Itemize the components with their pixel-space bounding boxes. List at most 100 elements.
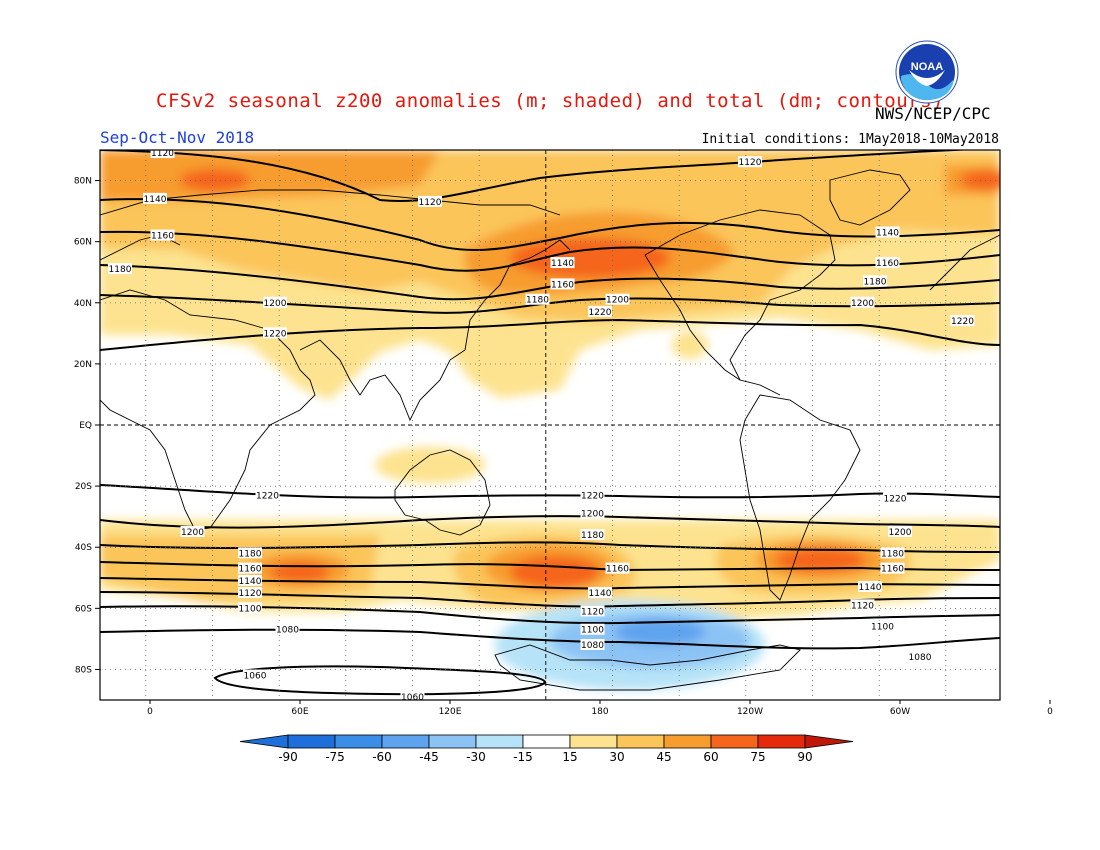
contour-label-bg <box>418 195 442 207</box>
contour-label-text: 1160 <box>551 280 574 290</box>
colorbar-label: 75 <box>750 750 765 764</box>
lat-tick-label: EQ <box>79 421 92 431</box>
contour-label: 1140 <box>588 587 612 599</box>
anomaly-shading: 1120 1140 1160 1180 1200 1220 1120 1140 1160 1180… <box>100 149 1000 703</box>
contour-label-bg <box>858 580 882 592</box>
contour-label: 1120 <box>850 599 875 611</box>
contour-label: 1220 <box>263 327 287 339</box>
contour-label-text: 1100 <box>581 626 604 636</box>
nh-anomaly-60c <box>960 170 1000 190</box>
contour-label-text: 1200 <box>851 299 874 309</box>
contour-label-bg <box>738 156 762 168</box>
contour-label-text: 1160 <box>239 565 262 575</box>
contour-label-bg <box>580 507 605 519</box>
contour-label-bg <box>580 489 605 501</box>
lon-tick-label: 60E <box>291 707 308 717</box>
contour-label: 1220 <box>883 492 907 504</box>
contour-nh-1120 <box>100 150 974 202</box>
contour-label-text: 1120 <box>239 589 262 599</box>
contour-label-text: 1120 <box>151 149 174 159</box>
contour-label-bg <box>243 669 267 681</box>
contour-label-text: 1140 <box>551 259 574 269</box>
noaa-logo-icon: NOAA <box>895 40 959 104</box>
lat-tick-label: 40S <box>75 543 92 553</box>
colorbar-label: -75 <box>325 750 345 764</box>
contour-label-bg <box>255 489 280 501</box>
contour-label: 1220 <box>950 315 975 327</box>
coast-north-america <box>644 209 836 396</box>
contour-label-bg <box>238 562 262 574</box>
contour-nh-1160 <box>100 230 1000 272</box>
contour-label: 1160 <box>880 562 905 575</box>
tropical-anomaly-15 <box>375 447 485 483</box>
contour-label-bg <box>605 293 630 305</box>
contour-label: 1200 <box>605 293 630 306</box>
contour-label-text: 1160 <box>881 565 904 575</box>
contour-label-text: 1180 <box>109 265 132 275</box>
lat-tick-label: 40N <box>74 299 92 309</box>
contour-label-text: 1160 <box>606 565 629 575</box>
colorbar-label: 30 <box>609 750 624 764</box>
season-label: Sep-Oct-Nov 2018 <box>100 128 255 147</box>
contour-label: 1080 <box>275 623 300 636</box>
contour-label: 1120 <box>418 195 442 208</box>
contour-label-text: 1160 <box>876 259 899 269</box>
colorbar-swatch <box>616 734 665 749</box>
lat-tick-label: 20S <box>75 482 92 492</box>
nh-anomaly-45a <box>100 150 440 200</box>
sh-anomaly-neg45 <box>615 619 705 645</box>
contour-label-bg <box>908 651 932 663</box>
contour-label: 1140 <box>143 192 167 205</box>
contour-label-text: 1120 <box>419 198 442 208</box>
contour-label-text: 1140 <box>144 195 167 205</box>
longitude-labels: 0 60E 120E 180 120W 60W 0 <box>147 700 1053 717</box>
contour-label-text: 1180 <box>581 531 604 541</box>
contour-label: 1120 <box>150 149 175 159</box>
contour-label-bg <box>880 547 905 559</box>
map-title: CFSv2 seasonal z200 anomalies (m; shaded… <box>156 90 944 112</box>
contour-label-bg <box>263 296 287 308</box>
contour-label-text: 1120 <box>851 601 874 611</box>
contour-label-bg <box>550 278 575 290</box>
contour-label-bg <box>883 492 907 504</box>
contour-label-text: 1140 <box>876 229 899 239</box>
contour-label-bg <box>550 257 575 269</box>
contour-label-bg <box>863 275 887 287</box>
contour-label-text: 1220 <box>256 491 279 501</box>
contour-label-bg <box>238 547 262 559</box>
colorbar-swatch <box>475 734 524 749</box>
contour-label: 1180 <box>580 529 605 541</box>
coast-south-america <box>739 394 861 601</box>
colorbar-swatch <box>334 734 383 749</box>
contour-label-text: 1200 <box>264 299 287 309</box>
contour-label-bg <box>588 587 612 599</box>
agency-label: NWS/NCEP/CPC <box>875 104 991 123</box>
contour-label-text: 1060 <box>401 693 424 703</box>
contour-label-text: 1200 <box>889 528 912 538</box>
coast-arctic-eurasia <box>100 189 561 216</box>
contour-label: 1140 <box>858 580 882 593</box>
contour-label-bg <box>150 150 175 159</box>
contour-label: 1200 <box>180 525 205 538</box>
contour-label: 1100 <box>238 602 262 614</box>
colorbar-arrow-right <box>804 734 854 749</box>
lon-tick-label: 120E <box>439 707 462 717</box>
contour-label: 1200 <box>888 525 912 538</box>
colorbar-swatch <box>663 734 712 749</box>
contour-label-bg <box>588 305 612 317</box>
colorbar-label: 90 <box>797 750 812 764</box>
contour-label-text: 1220 <box>884 494 907 504</box>
contour-label-bg <box>525 293 550 305</box>
lat-tick-label: 60S <box>75 604 92 614</box>
contour-label-text: 1160 <box>151 232 174 242</box>
contour-label-bg <box>580 529 605 540</box>
contour-label: 1140 <box>875 226 900 239</box>
contour-nh-1140 <box>100 198 1000 251</box>
contour-label: 1120 <box>580 605 605 617</box>
colorbar-swatch <box>428 734 477 749</box>
contour-label-text: 1140 <box>589 589 612 599</box>
lon-tick-label: 120W <box>737 707 763 717</box>
contour-label-text: 1140 <box>859 583 882 593</box>
contour-label-bg <box>180 525 205 537</box>
